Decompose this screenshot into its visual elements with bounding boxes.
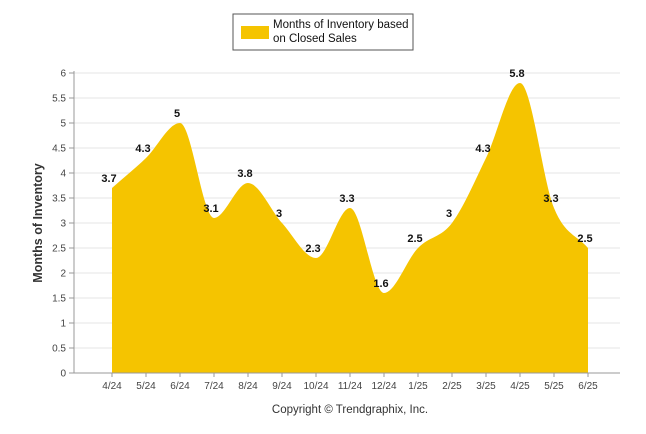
legend-label-line2: on Closed Sales [273,33,357,45]
y-tick-label: 0 [60,369,66,380]
x-tick-labels: 4/24 5/24 6/24 7/24 8/24 9/24 10/24 11/24 12/24 1… [102,381,598,392]
y-tick-label: 5.5 [52,94,66,105]
legend-swatch [241,26,269,39]
x-tick-label: 7/24 [204,381,224,392]
y-tick-label: 2 [60,269,66,280]
x-tick-label: 2/25 [442,381,462,392]
data-label: 3 [276,208,282,220]
y-tick-label: 1 [60,319,66,330]
data-label: 1.6 [373,278,388,290]
data-label: 2.5 [577,233,592,245]
y-tick-label: 5 [60,119,66,130]
data-label: 2.3 [305,243,320,255]
y-tick-label: 3.5 [52,194,66,205]
y-tick-label: 0.5 [52,344,66,355]
y-tick-label: 2.5 [52,244,66,255]
y-tick-label: 3 [60,219,66,230]
x-tick-label: 4/25 [510,381,530,392]
x-tick-label: 12/24 [371,381,396,392]
x-tick-label: 6/25 [578,381,598,392]
x-tick-label: 6/24 [170,381,190,392]
area-series [112,83,588,373]
x-tick-label: 10/24 [303,381,328,392]
data-label: 3 [446,208,452,220]
y-axis-label: Months of Inventory [31,163,45,282]
x-tick-label: 5/25 [544,381,564,392]
data-labels: 3.7 4.3 5 3.1 3.8 3 2.3 3.3 1.6 2.5 3 4.3 5.8 3.3 2.5 [101,68,592,290]
axes [73,71,620,377]
x-tick-label: 5/24 [136,381,156,392]
y-tick-label: 4.5 [52,144,66,155]
copyright-text: Copyright © Trendgraphix, Inc. [272,404,428,416]
legend: Months of Inventory based on Closed Sale… [232,13,414,51]
data-label: 3.8 [237,168,252,180]
x-tick-label: 3/25 [476,381,496,392]
data-label: 4.3 [135,143,150,155]
data-label: 5 [174,108,180,120]
x-tick-label: 9/24 [272,381,292,392]
x-tick-label: 11/24 [338,381,363,392]
legend-label-line1: Months of Inventory based [273,19,409,31]
data-label: 2.5 [407,233,422,245]
data-label: 3.3 [339,193,354,205]
y-tick-label: 6 [60,69,66,80]
y-tick-labels: 0 0.5 1 1.5 2 2.5 3 3.5 4 4.5 5 5.5 6 [52,69,66,380]
x-tick-label: 8/24 [238,381,258,392]
y-tick-label: 4 [60,169,66,180]
data-label: 4.3 [475,143,490,155]
x-tick-label: 4/24 [102,381,122,392]
data-label: 5.8 [509,68,524,80]
data-label: 3.3 [543,193,558,205]
y-tick-label: 1.5 [52,294,66,305]
data-label: 3.7 [101,173,116,185]
data-label: 3.1 [203,203,218,215]
area-fill [112,83,588,373]
x-tick-label: 1/25 [408,381,428,392]
